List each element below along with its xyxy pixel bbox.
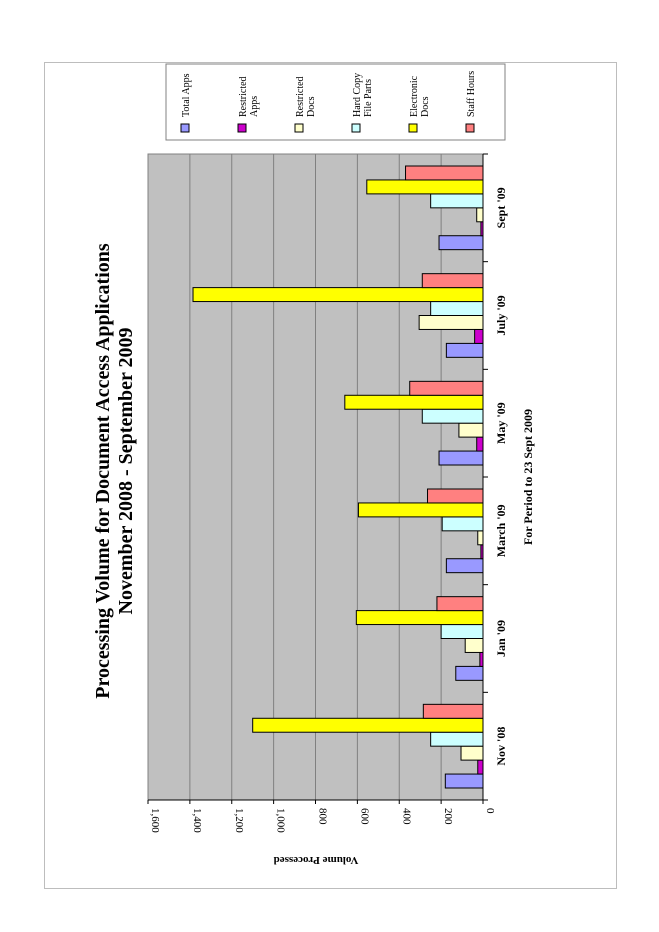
- category-label: Sept '09: [494, 187, 508, 228]
- legend-label: Staff Hours: [466, 71, 477, 117]
- bar: [252, 717, 484, 733]
- value-tick-label: 1,200: [233, 808, 245, 833]
- legend-swatch: [180, 123, 190, 133]
- bar: [441, 516, 484, 532]
- bar: [474, 328, 484, 344]
- bar: [430, 731, 484, 747]
- category-label: July '09: [494, 295, 508, 335]
- bar: [440, 624, 484, 639]
- bar: [405, 165, 484, 181]
- bar: [355, 610, 484, 626]
- bar: [344, 394, 484, 410]
- legend-swatch: [351, 123, 361, 133]
- value-axis: 0 200 400 600 800 1,000 1,200 1,400 1,600: [147, 800, 496, 833]
- legend-box: [165, 63, 506, 141]
- bar: [477, 530, 484, 546]
- bar: [357, 502, 484, 518]
- bar: [409, 380, 484, 396]
- gridlines: [147, 154, 442, 800]
- title-group: Processing Volume for Document Access Ap…: [92, 243, 137, 699]
- bar: [421, 273, 484, 289]
- x-axis-title: For Period to 23 Sept 2009: [521, 409, 535, 545]
- bars: [192, 165, 484, 789]
- value-tick-label: 0: [484, 808, 496, 814]
- legend-label: File Parts: [363, 79, 374, 117]
- bar: [455, 665, 484, 681]
- legend-swatch: [237, 123, 247, 133]
- bar: [476, 207, 484, 223]
- page-frame: [44, 62, 617, 889]
- y-axis-title: Volume Processed: [274, 854, 359, 866]
- bar: [458, 422, 484, 438]
- bar: [464, 638, 484, 653]
- value-tick-label: 200: [442, 808, 454, 825]
- legend-label: Restricted: [295, 76, 306, 117]
- legend-label: Docs: [420, 96, 431, 117]
- bar: [192, 287, 484, 303]
- bar: [445, 558, 484, 574]
- legend-label: Electronic: [409, 75, 420, 117]
- value-tick-label: 600: [358, 808, 370, 825]
- bar: [477, 759, 484, 775]
- bar: [445, 342, 484, 358]
- category-label: March '09: [494, 504, 508, 557]
- value-tick-label: 1,600: [149, 808, 161, 833]
- category-label: Nov '08: [494, 727, 508, 766]
- bar: [366, 179, 484, 195]
- category-label: Jan '09: [494, 620, 508, 657]
- chart-subtitle: November 2008 - September 2009: [115, 328, 137, 615]
- value-tick-label: 1,400: [191, 808, 203, 833]
- bar: [476, 436, 484, 452]
- legend-label: Hard Copy: [352, 73, 363, 117]
- bar: [421, 408, 484, 424]
- legend-label: Docs: [306, 96, 317, 117]
- bar: [430, 301, 484, 316]
- category-axis: Nov '08 Jan '09 March '09 May '09 July '09 Se…: [483, 153, 508, 801]
- bar: [418, 315, 484, 330]
- bar: [422, 703, 484, 719]
- legend-label: Restricted: [238, 76, 249, 117]
- legend-swatch: [294, 123, 304, 133]
- chart-title: Processing Volume for Document Access Ap…: [92, 243, 114, 699]
- bar: [436, 596, 484, 612]
- value-tick-label: 1,000: [275, 808, 287, 833]
- bar: [427, 488, 484, 504]
- legend-swatch: [408, 123, 418, 133]
- legend-label: Apps: [249, 96, 260, 117]
- category-label: May '09: [494, 402, 508, 444]
- legend-label: Total Apps: [181, 73, 192, 117]
- bar: [460, 745, 484, 761]
- value-tick-label: 400: [400, 808, 412, 825]
- legend-swatch: [465, 123, 475, 133]
- bar: [430, 193, 484, 209]
- bar: [438, 235, 484, 251]
- value-tick-label: 800: [317, 808, 329, 825]
- bar: [438, 450, 484, 466]
- bar: [444, 773, 484, 789]
- legend: Total Apps Restricted Apps Restricted Docs Ha…: [180, 71, 477, 133]
